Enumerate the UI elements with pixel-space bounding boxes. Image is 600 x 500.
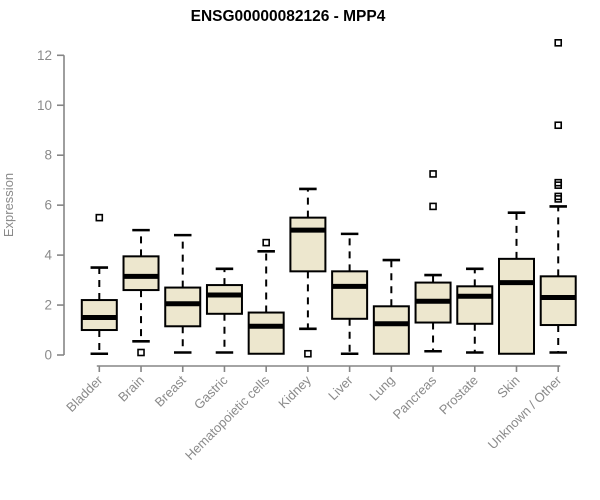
boxplot-group — [80, 213, 118, 356]
iqr-box — [539, 275, 577, 327]
box-series — [80, 39, 577, 358]
boxplot-group — [498, 211, 535, 355]
y-tick-label: 2 — [44, 298, 52, 313]
boxplot-group — [289, 187, 327, 358]
iqr-box — [205, 284, 243, 315]
chart-title: ENSG00000082126 - MPP4 — [191, 8, 386, 25]
y-tick-label: 10 — [37, 98, 52, 113]
boxplot-group — [331, 232, 369, 356]
iqr-box — [498, 257, 535, 355]
outlier-point — [554, 192, 563, 201]
outlier-point — [95, 213, 104, 222]
boxplot-group — [372, 258, 410, 355]
boxplot-group — [414, 170, 452, 353]
outlier-point — [554, 39, 563, 47]
iqr-box — [456, 285, 494, 325]
outlier-point — [429, 202, 437, 211]
outlier-point — [137, 348, 145, 357]
boxplot-group — [205, 267, 243, 354]
boxplot-group — [122, 228, 160, 357]
x-tick-label: Pancreas — [390, 372, 440, 422]
y-tick-label: 8 — [44, 148, 52, 163]
x-tick-label: Breast — [152, 372, 189, 409]
iqr-box — [372, 305, 410, 355]
y-tick-label: 0 — [44, 348, 52, 363]
x-tick-label: Skin — [494, 373, 522, 401]
iqr-box — [122, 255, 160, 292]
x-tick-label: Prostate — [436, 373, 481, 418]
outlier-point — [304, 349, 312, 358]
boxplot-group — [456, 267, 494, 354]
iqr-box — [164, 286, 202, 328]
outlier-point — [554, 178, 563, 187]
boxplot-group — [247, 238, 285, 355]
iqr-box — [331, 270, 369, 320]
outlier-point — [554, 121, 563, 130]
iqr-box — [289, 216, 327, 273]
y-tick-label: 6 — [44, 198, 52, 213]
outlier-point — [262, 238, 270, 247]
x-tick-label: Brain — [115, 373, 147, 405]
y-axis-label: Expression — [1, 173, 16, 237]
x-tick-label: Bladder — [63, 372, 106, 415]
x-tick-label: Liver — [325, 372, 356, 403]
x-tick-label: Lung — [366, 373, 397, 404]
outlier-point — [429, 170, 437, 178]
x-tick-label: Gastric — [191, 372, 231, 412]
boxplot-group — [539, 39, 577, 354]
boxplot-group — [164, 233, 202, 354]
x-tick-label: Kidney — [275, 372, 314, 411]
x-tick-label: Unknown / Other — [485, 372, 565, 452]
y-tick-label: 12 — [37, 48, 52, 63]
iqr-box — [247, 311, 285, 355]
y-tick-label: 4 — [44, 248, 52, 263]
